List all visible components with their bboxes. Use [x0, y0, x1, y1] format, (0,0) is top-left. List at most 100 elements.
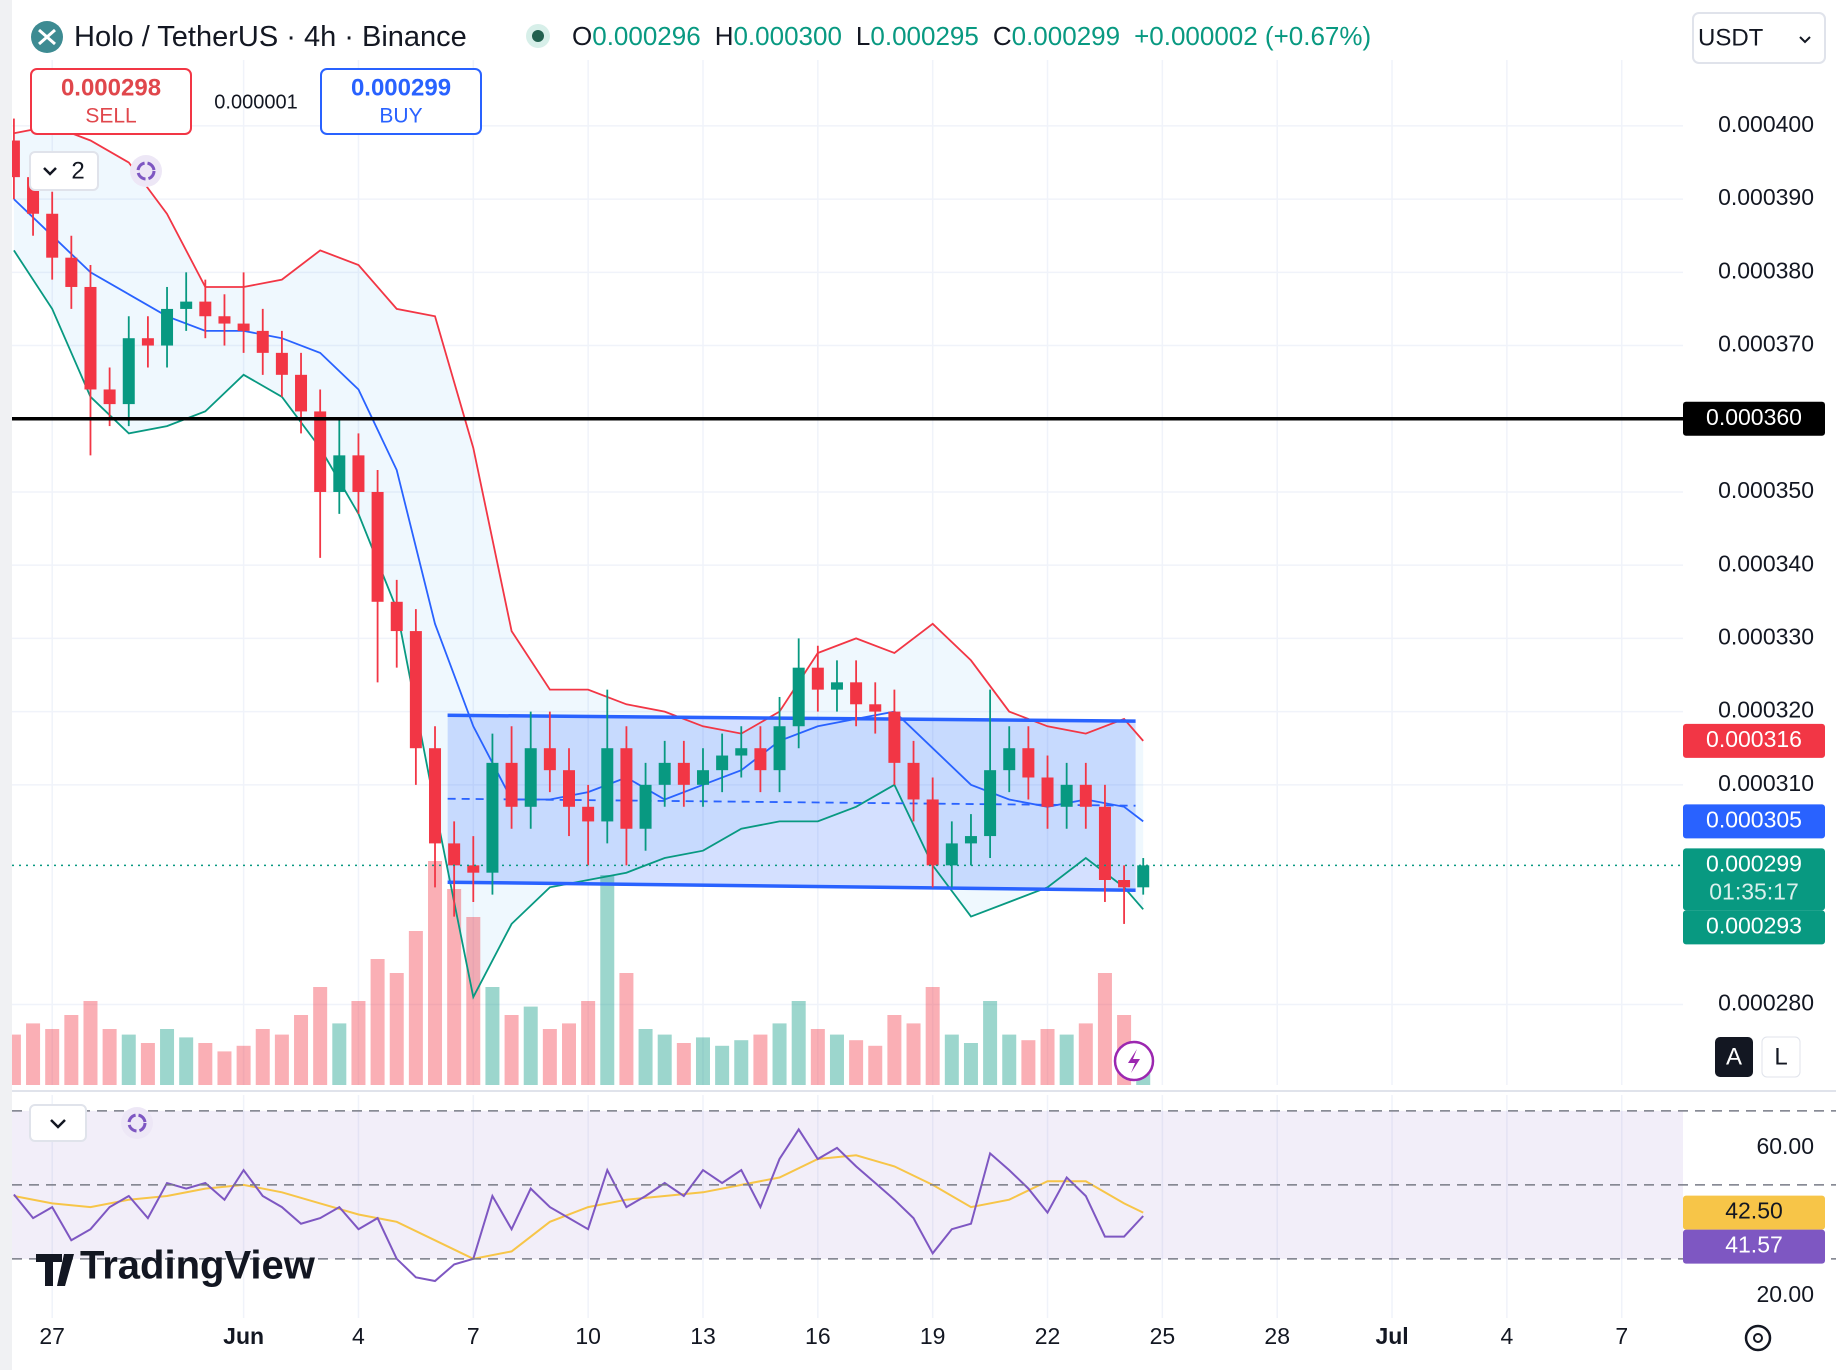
candle-body [237, 323, 250, 331]
log-scale-button[interactable] [1761, 1036, 1801, 1078]
candle-body [467, 865, 480, 873]
y-tick-label: 0.000390 [1718, 184, 1814, 210]
volume-bar [944, 1034, 959, 1085]
rsi-badge-label: 42.50 [1725, 1198, 1783, 1224]
candle-body [582, 806, 595, 822]
volume-bar [791, 1001, 806, 1085]
candle-body [275, 352, 288, 375]
candle-body [314, 411, 327, 492]
indicators-count[interactable]: 2 [71, 157, 84, 184]
volume-bar [1002, 1034, 1017, 1085]
y-tick-label: 0.000380 [1718, 257, 1814, 283]
candle-body [792, 667, 805, 727]
auto-scale-button[interactable] [1715, 1037, 1753, 1077]
volume-bar [1021, 1040, 1036, 1085]
candle-body [333, 455, 346, 492]
volume-bar [351, 1001, 366, 1085]
price-badge-label: 0.000360 [1706, 404, 1802, 430]
ohlc-label: L [856, 21, 870, 51]
candle-body [409, 631, 422, 749]
ohlc-label: C [993, 21, 1012, 51]
candle-body [964, 836, 977, 844]
volume-bar [849, 1040, 864, 1085]
log-scale-label[interactable]: L [1774, 1043, 1787, 1070]
volume-bar [887, 1015, 902, 1085]
volume-bar [236, 1045, 251, 1085]
watermark-logo [36, 1254, 74, 1286]
x-tick-label: 19 [920, 1323, 946, 1349]
volume-bar [121, 1034, 136, 1085]
x-tick-label: 13 [690, 1323, 716, 1349]
rsi-badge [1683, 1229, 1825, 1264]
volume-bar [370, 959, 385, 1085]
chevron [1799, 36, 1811, 44]
candle-body [122, 338, 135, 405]
y-tick-label: 0.000340 [1718, 550, 1814, 576]
candle-body [601, 748, 614, 822]
x-tick-label: 4 [352, 1323, 365, 1349]
reload-icon[interactable] [121, 1107, 153, 1139]
settings-gear[interactable] [1744, 1324, 1772, 1352]
left-edge [0, 0, 12, 1370]
rsi-ma-line [13, 1154, 1144, 1260]
reload-icon[interactable] [130, 155, 162, 187]
candle-body [773, 726, 786, 771]
volume-bar [906, 1023, 921, 1085]
sell-price[interactable]: 0.000298 [61, 74, 161, 101]
channel-top [447, 713, 1136, 723]
candle-body [448, 843, 461, 866]
volume-bar [466, 917, 481, 1085]
volume-bar [829, 1034, 844, 1085]
candle-body [103, 389, 116, 405]
ohlc-value: 0.000299 [1012, 21, 1120, 51]
change: +0.000002 (+0.67%) [1134, 21, 1371, 51]
indicators-toggle[interactable] [29, 151, 99, 191]
volume-bar [255, 1029, 270, 1085]
watermark: TradingView [80, 1244, 316, 1288]
currency-select[interactable] [1692, 12, 1826, 64]
rsi-badge [1683, 1195, 1825, 1230]
volume-bar [983, 1001, 998, 1085]
title-text[interactable]: Holo / TetherUS · 4h · Binance [74, 21, 467, 53]
volume-bar [12, 1034, 21, 1085]
buy-price[interactable]: 0.000299 [351, 74, 451, 101]
candle-body [65, 257, 78, 287]
volume-bar [734, 1040, 749, 1085]
candle-body [1003, 748, 1016, 771]
price-badge-label: 0.000293 [1706, 912, 1802, 938]
chevron [43, 167, 57, 176]
lightning [1128, 1049, 1140, 1073]
volume-bar [447, 889, 462, 1085]
sell-label[interactable]: SELL [85, 105, 136, 128]
auto-scale-label[interactable]: A [1726, 1043, 1742, 1070]
buy-button[interactable] [320, 68, 482, 135]
x-tick-label: 7 [467, 1323, 480, 1349]
x-tick-label: 27 [39, 1323, 65, 1349]
x-tick-label: 16 [805, 1323, 831, 1349]
price-badge [1683, 910, 1825, 945]
reload-glyph [127, 1113, 147, 1133]
candle-body [735, 748, 748, 756]
volume-bar [64, 1015, 79, 1085]
volume-bar [102, 1029, 117, 1085]
status-dot [532, 30, 544, 42]
x-tick-label: 7 [1615, 1323, 1628, 1349]
candle-body [543, 748, 556, 771]
candle-body [1041, 777, 1054, 807]
price-badge [1683, 804, 1825, 839]
sell-button[interactable] [30, 68, 192, 135]
x-tick-label: Jul [1375, 1323, 1408, 1349]
volume-bar [45, 1029, 60, 1085]
symbol-logo-mark [38, 28, 56, 46]
buy-label[interactable]: BUY [379, 105, 422, 128]
currency-label[interactable]: USDT [1698, 24, 1764, 51]
candle-body [1022, 748, 1035, 778]
rsi-toggle[interactable] [29, 1104, 87, 1142]
symbol-title[interactable]: Holo / TetherUS · 4h · Binance [74, 21, 467, 53]
candle-body [505, 762, 518, 807]
candle-body [161, 308, 174, 346]
candle-body [84, 286, 97, 390]
channel-bottom [447, 880, 1136, 893]
